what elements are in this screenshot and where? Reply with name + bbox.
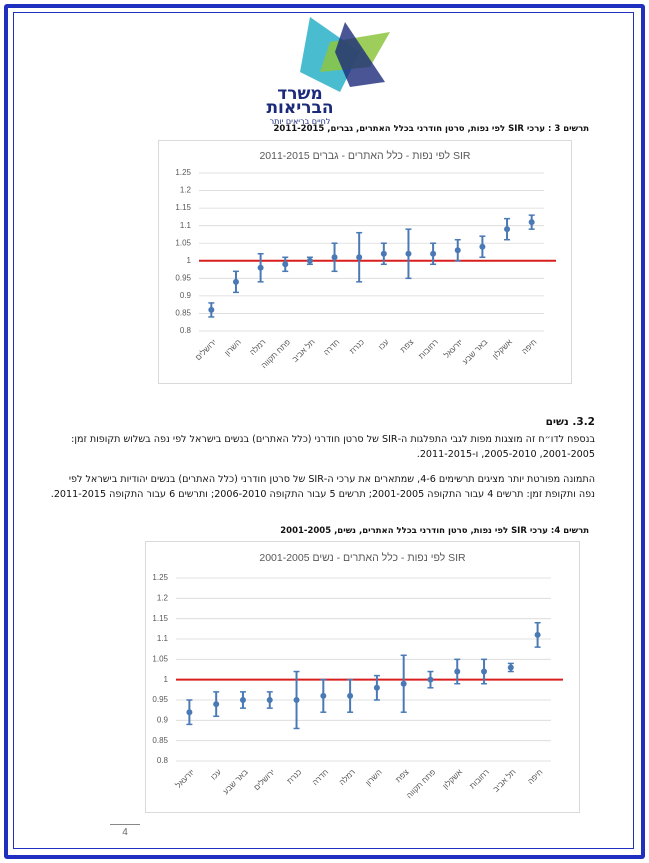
data-point xyxy=(213,701,220,708)
paragraph: התמונה מפורטת יותר מציגים תרשימים 4-6, ש… xyxy=(50,474,595,500)
data-point xyxy=(405,250,412,257)
section-heading: 3.2. נשים xyxy=(545,416,595,428)
figure-caption: תרשים 3 : ערכי SIR לפי נפות, סרטן חודרני… xyxy=(273,124,590,134)
x-tick-label: השרון xyxy=(223,338,243,358)
page-border-inner xyxy=(13,12,634,849)
data-point xyxy=(306,257,313,264)
y-tick-label: 0.8 xyxy=(180,326,192,335)
x-tick-label: ירושלים xyxy=(194,338,219,363)
x-tick-label: חדרה xyxy=(311,768,331,788)
x-tick-label: אשקלון xyxy=(491,338,514,361)
x-tick-label: השרון xyxy=(364,768,384,788)
x-tick-label: באר שבע xyxy=(461,337,490,366)
logo-mark xyxy=(300,17,390,92)
data-point xyxy=(208,306,215,313)
data-point xyxy=(232,278,239,285)
x-tick-label: כנרת xyxy=(348,338,366,356)
logo-title: משרד xyxy=(277,84,323,104)
y-tick-label: 0.85 xyxy=(152,736,168,745)
y-tick-label: 1.2 xyxy=(157,593,169,602)
x-tick-label: אשקלון xyxy=(441,768,464,791)
data-point xyxy=(239,697,246,703)
x-tick-label: עכו xyxy=(209,767,223,781)
y-tick-label: 1.15 xyxy=(152,614,168,623)
y-tick-label: 1.25 xyxy=(175,168,191,177)
chart-title: SIR לפי נפות - כלל האתרים - נשים 2001-20… xyxy=(259,552,466,564)
data-point xyxy=(293,697,300,703)
y-tick-label: 1.05 xyxy=(152,654,168,663)
x-tick-label: תל אביב xyxy=(491,768,517,794)
x-tick-label: יזרעאל xyxy=(442,338,464,360)
paragraph: בנספח לדו״ח זה מוצגות מפות לגבי התפלגות … xyxy=(71,434,595,460)
x-tick-label: פתח תקווה xyxy=(405,767,438,800)
x-tick-label: כנרת xyxy=(285,768,303,786)
data-point xyxy=(481,668,488,675)
data-point xyxy=(347,692,354,699)
x-tick-label: חיפה xyxy=(526,768,544,786)
data-point xyxy=(331,254,338,261)
x-tick-label: רחובות xyxy=(468,768,491,791)
y-tick-label: 1 xyxy=(164,675,169,684)
data-point xyxy=(430,250,437,257)
x-tick-label: רחובות xyxy=(417,338,440,361)
data-point xyxy=(282,261,289,268)
x-tick-label: עכו xyxy=(377,337,391,351)
y-tick-label: 0.95 xyxy=(175,273,191,282)
x-tick-label: חיפה xyxy=(520,338,538,356)
y-tick-label: 1.25 xyxy=(152,573,168,582)
figure-caption: תרשים 4: ערכי SIR לפי נפות, סרטן חודרני … xyxy=(280,526,589,536)
data-point xyxy=(534,631,541,638)
y-tick-label: 0.8 xyxy=(157,756,169,765)
y-tick-label: 1.1 xyxy=(157,634,169,643)
data-point xyxy=(373,684,380,691)
logo-title: הבריאות xyxy=(266,98,334,118)
logo-slogan: לחיים בריאים יותר xyxy=(269,117,331,126)
y-tick-label: 0.9 xyxy=(157,715,169,724)
y-tick-label: 1.1 xyxy=(180,221,192,230)
x-tick-label: צפת xyxy=(394,767,411,784)
data-point xyxy=(454,247,461,254)
data-point xyxy=(356,254,363,261)
data-point xyxy=(320,692,327,699)
data-point xyxy=(528,219,535,226)
data-point xyxy=(380,250,387,257)
data-point xyxy=(504,226,511,233)
x-tick-label: רמלה xyxy=(248,338,268,358)
data-point xyxy=(479,243,486,250)
data-point xyxy=(427,676,434,683)
chart-title: SIR לפי נפות - כלל האתרים - גברים 2011-2… xyxy=(259,150,470,162)
x-tick-label: באר שבע xyxy=(221,767,250,796)
x-tick-label: תל אביב xyxy=(290,338,316,364)
y-tick-label: 1.15 xyxy=(175,203,191,212)
data-point xyxy=(186,709,193,716)
page-number: 4 xyxy=(110,824,140,838)
y-tick-label: 1.05 xyxy=(175,238,191,247)
data-point xyxy=(400,680,407,687)
data-point xyxy=(266,697,273,703)
chart: SIR לפי נפות - כלל האתרים - נשים 2001-20… xyxy=(145,541,580,813)
data-point xyxy=(257,264,264,271)
y-tick-label: 0.85 xyxy=(175,309,191,318)
data-point xyxy=(507,664,514,671)
y-tick-label: 0.95 xyxy=(152,695,168,704)
chart: SIR לפי נפות - כלל האתרים - גברים 2011-2… xyxy=(158,140,572,384)
data-point xyxy=(454,668,461,675)
y-tick-label: 1.2 xyxy=(180,186,192,195)
y-tick-label: 0.9 xyxy=(180,291,192,300)
x-tick-label: יזרעאל xyxy=(174,768,196,790)
x-tick-label: חדרה xyxy=(322,338,342,358)
x-tick-label: רמלה xyxy=(337,768,357,788)
page-border xyxy=(4,4,645,859)
x-tick-label: ירושלים xyxy=(252,768,277,793)
x-tick-label: צפת xyxy=(399,337,416,354)
y-tick-label: 1 xyxy=(187,256,192,265)
